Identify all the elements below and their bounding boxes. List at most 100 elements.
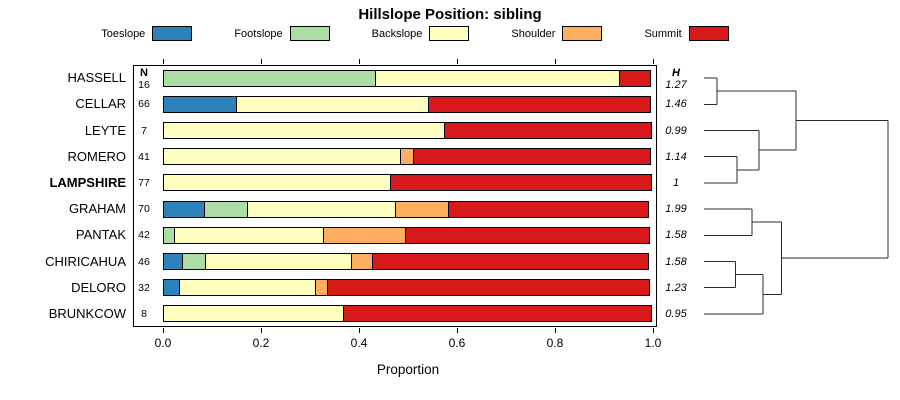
n-value: 77 [138, 176, 150, 189]
stacked-bar [163, 200, 653, 218]
n-value: 41 [138, 150, 150, 163]
h-value: 0.99 [665, 124, 687, 137]
h-value: 1.99 [665, 203, 687, 216]
stacked-bar [163, 226, 653, 244]
bar-segment-summit [413, 148, 651, 166]
bar-segment-toeslope [163, 95, 237, 113]
bar-segment-summit [443, 122, 652, 139]
legend-swatch [562, 26, 603, 41]
bar-segment-shoulder [322, 226, 406, 244]
x-tick-top [555, 59, 556, 64]
legend-swatch [429, 26, 470, 41]
x-tick-top [457, 59, 458, 64]
stacked-bar [163, 305, 653, 323]
x-tick-bottom [457, 328, 458, 333]
bar-segment-shoulder [399, 148, 415, 166]
legend-label: Backslope [371, 27, 423, 40]
bar-segment-backslope [163, 122, 445, 139]
x-tick-bottom [359, 328, 360, 333]
h-value: 1.58 [665, 229, 687, 242]
legend: Toeslope Footslope Backslope Shoulder Summit [0, 26, 830, 41]
n-value: 66 [138, 98, 150, 111]
n-value: 8 [141, 307, 147, 320]
row-label-pantak: PANTAK [75, 227, 126, 243]
column-header-h: H [672, 67, 680, 79]
row-label-hassell: HASSELL [67, 70, 126, 86]
bar-segment-backslope [375, 69, 621, 87]
legend-item-backslope: Backslope [372, 26, 470, 41]
bar-segment-backslope [205, 253, 353, 270]
x-tick-top [359, 59, 360, 64]
cluster-dendrogram [704, 77, 889, 315]
bar-segment-backslope [235, 95, 430, 113]
bar-segment-backslope [163, 174, 391, 192]
stacked-bar [163, 95, 653, 113]
h-value: 1.23 [665, 281, 687, 294]
legend-label: Footslope [234, 27, 283, 40]
n-value: 16 [138, 79, 150, 92]
legend-item-footslope: Footslope [234, 26, 330, 41]
row-label-lampshire: LAMPSHIRE [49, 174, 126, 190]
legend-swatch [289, 26, 330, 41]
stacked-bar [163, 122, 653, 139]
bar-segment-summit [343, 305, 652, 323]
row-label-leyte: LEYTE [84, 122, 126, 138]
chart-title: Hillslope Position: sibling [358, 6, 542, 23]
row-label-deloro: DELORO [71, 279, 126, 295]
bar-segment-summit [389, 174, 652, 192]
stacked-bar [163, 174, 653, 192]
bar-segment-summit [428, 95, 651, 113]
bar-segment-footslope [181, 253, 207, 270]
bar-segment-summit [372, 253, 649, 270]
legend-item-summit: Summit [644, 26, 729, 41]
x-tick-label: 0.8 [546, 336, 564, 350]
column-header-n: N [140, 67, 148, 79]
stacked-bar [163, 148, 653, 166]
x-tick-label: 1.0 [644, 336, 662, 350]
x-tick-bottom [163, 328, 164, 333]
row-label-cellar: CELLAR [75, 96, 126, 112]
legend-label: Toeslope [101, 27, 146, 40]
bar-segment-footslope [203, 200, 248, 218]
stacked-bar [163, 253, 653, 270]
bar-segment-toeslope [163, 279, 181, 297]
h-value: 1.58 [665, 255, 687, 268]
n-value: 70 [138, 203, 150, 216]
x-tick-bottom [653, 328, 654, 333]
x-tick-bottom [555, 328, 556, 333]
h-value: 1 [672, 176, 680, 189]
legend-swatch [152, 26, 193, 41]
h-value: 1.27 [665, 79, 687, 92]
bar-segment-backslope [163, 148, 401, 166]
n-value: 32 [138, 281, 150, 294]
n-value: 46 [138, 255, 150, 268]
n-value: 42 [138, 229, 150, 242]
stacked-bar [163, 279, 653, 297]
bar-segment-backslope [246, 200, 397, 218]
x-tick-label: 0.0 [154, 336, 172, 350]
bar-segment-backslope [163, 305, 345, 323]
x-tick-top [261, 59, 262, 64]
legend-item-shoulder: Shoulder [511, 26, 603, 41]
bar-segment-summit [326, 279, 650, 297]
row-label-chiricahua: CHIRICAHUA [45, 253, 126, 269]
bar-segment-summit [448, 200, 649, 218]
h-value: 1.14 [665, 150, 687, 163]
x-tick-label: 0.2 [252, 336, 270, 350]
row-label-brunkcow: BRUNKCOW [48, 305, 126, 321]
bar-segment-toeslope [163, 200, 205, 218]
h-value: 1.46 [665, 98, 687, 111]
x-tick-bottom [261, 328, 262, 333]
bar-segment-backslope [179, 279, 317, 297]
row-label-romero: ROMERO [67, 148, 127, 164]
x-axis-label: Proportion [376, 362, 440, 377]
x-tick-label: 0.6 [448, 336, 466, 350]
bar-segment-shoulder [351, 253, 374, 270]
h-value: 0.95 [665, 307, 687, 320]
bar-segment-shoulder [395, 200, 450, 218]
bar-segment-footslope [163, 69, 377, 87]
stacked-bar [163, 69, 653, 87]
x-tick-label: 0.4 [350, 336, 368, 350]
n-value: 7 [141, 124, 147, 137]
